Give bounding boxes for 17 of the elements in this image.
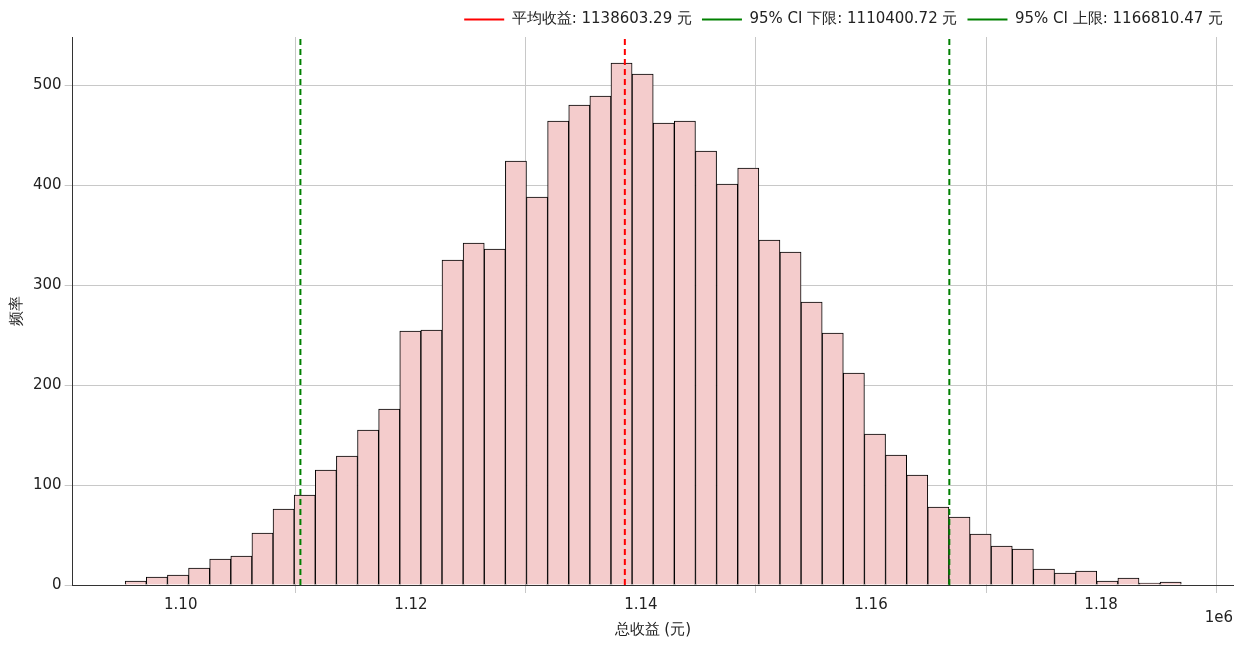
y-tick-label: 500 (32, 74, 62, 93)
legend-label: 平均收益: 1138603.29 元 (511, 9, 692, 28)
x-tick-label: 1.12 (394, 594, 428, 613)
y-tick-label: 100 (32, 474, 62, 493)
legend-label: 95% CI 上限: 1166810.47 元 (1014, 9, 1224, 28)
x-axis-title: 总收益 (元) (613, 619, 692, 638)
x-tick-label: 1.18 (1084, 594, 1118, 613)
y-tick-label: 200 (32, 374, 62, 393)
x-tick-label: 1.10 (164, 594, 198, 613)
y-tick-label: 0 (52, 574, 62, 593)
text: 1e6 (1204, 608, 1233, 627)
y-axis-title: 频率 (6, 296, 25, 326)
legend-label: 95% CI 下限: 1110400.72 元 (749, 9, 958, 28)
x-tick-label: 1.16 (854, 594, 888, 613)
x-tick-label: 1.14 (624, 594, 658, 613)
y-tick-label: 300 (32, 274, 62, 293)
y-tick-label: 400 (32, 174, 62, 193)
